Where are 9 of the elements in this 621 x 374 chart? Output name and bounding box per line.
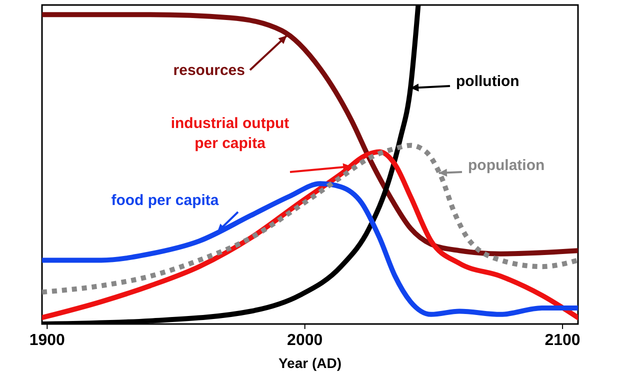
series-label: food per capita	[111, 192, 220, 209]
x-tick-label: 1900	[29, 332, 66, 349]
text: industrial output per capita	[170, 115, 290, 152]
x-axis-title: Year (AD)	[278, 355, 342, 371]
x-tick-label: 2000	[287, 332, 323, 349]
text: resources	[173, 62, 245, 79]
legend-label: pollution	[456, 73, 520, 90]
x-tick-label: 2100	[544, 332, 580, 349]
legend-label: population	[468, 157, 545, 174]
